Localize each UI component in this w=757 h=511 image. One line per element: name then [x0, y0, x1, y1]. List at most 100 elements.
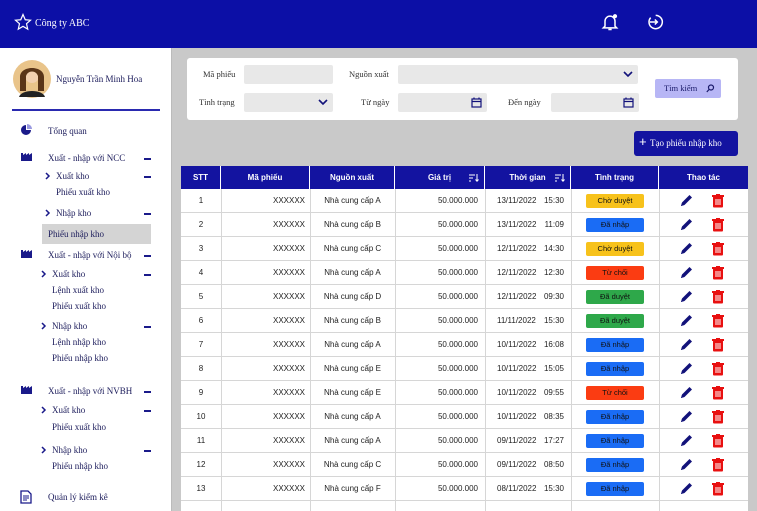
filter-label: Tình trạng [199, 97, 235, 107]
logout-icon[interactable] [644, 12, 664, 32]
user-name: Nguyễn Trần Minh Hoa [56, 74, 143, 84]
submenu-item[interactable]: Xuất kho [56, 171, 90, 181]
time-cell: 15:30 [543, 484, 564, 493]
collapse-toggle[interactable] [144, 450, 151, 452]
status-badge: Đã nhập [586, 218, 644, 232]
column-header: Mã phiếu [221, 166, 310, 189]
delete-icon[interactable] [712, 290, 724, 304]
status-badge: Đã nhập [586, 362, 644, 376]
submenu-item[interactable]: Nhập kho [52, 445, 88, 455]
code-cell: XXXXXX [272, 268, 305, 277]
sort-icon[interactable] [469, 174, 479, 182]
menu-icon [20, 490, 32, 504]
menu-link[interactable]: Lệnh xuất kho [52, 285, 104, 295]
code-cell: XXXXXX [272, 436, 305, 445]
delete-icon[interactable] [712, 482, 724, 496]
collapse-toggle[interactable] [144, 158, 151, 160]
date-cell: 08/11/2022 [497, 484, 537, 493]
menu-item[interactable]: Xuất - nhập với NVBH [48, 386, 133, 396]
column-header: Thời gian [485, 166, 571, 189]
edit-icon[interactable] [680, 314, 693, 327]
active-highlight [42, 224, 151, 244]
source-cell: Nhà cung cấp C [323, 460, 382, 469]
edit-icon[interactable] [680, 410, 693, 423]
collapse-toggle[interactable] [144, 326, 151, 328]
date-cell: 12/11/2022 [497, 244, 537, 253]
sort-icon[interactable] [555, 174, 565, 182]
divider [12, 109, 160, 111]
edit-icon[interactable] [680, 458, 693, 471]
search-button[interactable]: Tìm kiếm [655, 79, 721, 98]
to-date[interactable] [551, 93, 639, 112]
edit-icon[interactable] [680, 362, 693, 375]
submenu-item[interactable]: Nhập kho [52, 321, 88, 331]
status-label: Từ chối [602, 268, 628, 277]
date-cell: 12/11/2022 [497, 292, 537, 301]
edit-icon[interactable] [680, 218, 693, 231]
value-cell: 50.000.000 [437, 268, 478, 277]
status-label: Chờ duyệt [597, 196, 633, 205]
value-cell: 50.000.000 [437, 220, 478, 229]
edit-icon[interactable] [680, 386, 693, 399]
collapse-toggle[interactable] [144, 391, 151, 393]
menu-link[interactable]: Phiếu xuất kho [56, 187, 110, 197]
delete-icon[interactable] [712, 362, 724, 376]
submenu-item[interactable]: Xuất kho [52, 269, 86, 279]
time-cell: 08:35 [543, 412, 564, 421]
menu-link[interactable]: Phiếu xuất kho [52, 301, 106, 311]
edit-icon[interactable] [680, 434, 693, 447]
row-line [181, 332, 748, 333]
menu-item[interactable]: Tổng quan [48, 126, 87, 136]
edit-icon[interactable] [680, 242, 693, 255]
row-line [181, 380, 748, 381]
edit-icon[interactable] [680, 266, 693, 279]
delete-icon[interactable] [712, 266, 724, 280]
source-cell: Nhà cung cấp C [323, 244, 382, 253]
menu-link[interactable]: Phiếu xuất kho [52, 422, 106, 432]
delete-icon[interactable] [712, 458, 724, 472]
edit-icon[interactable] [680, 338, 693, 351]
status-select[interactable] [244, 93, 333, 112]
collapse-toggle[interactable] [144, 176, 151, 178]
filter-label: Đến ngày [508, 97, 541, 107]
time-cell: 11:09 [544, 220, 564, 229]
collapse-toggle[interactable] [144, 410, 151, 412]
code-input[interactable] [244, 65, 333, 84]
menu-link[interactable]: Phiếu nhập kho [52, 353, 108, 363]
submenu-item[interactable]: Xuất kho [52, 405, 86, 415]
delete-icon[interactable] [712, 218, 724, 232]
time-cell: 09:30 [543, 292, 564, 301]
value-cell: 50.000.000 [437, 484, 478, 493]
menu-icon [21, 153, 32, 161]
collapse-toggle[interactable] [144, 213, 151, 215]
delete-icon[interactable] [712, 314, 724, 328]
notification-icon[interactable] [600, 12, 620, 32]
delete-icon[interactable] [712, 338, 724, 352]
from-date[interactable] [398, 93, 487, 112]
delete-icon[interactable] [712, 434, 724, 448]
row-line [181, 500, 748, 501]
delete-icon[interactable] [712, 410, 724, 424]
plus-icon: + [639, 134, 647, 149]
edit-icon[interactable] [680, 482, 693, 495]
delete-icon[interactable] [712, 194, 724, 208]
delete-icon[interactable] [712, 386, 724, 400]
collapse-toggle[interactable] [144, 274, 151, 276]
value-cell: 50.000.000 [437, 412, 478, 421]
menu-item[interactable]: Quản lý kiểm kê [48, 492, 108, 502]
time-cell: 17:27 [543, 436, 564, 445]
menu-item[interactable]: Xuất - nhập với Nội bộ [48, 250, 132, 260]
source-select[interactable] [398, 65, 638, 84]
create-button[interactable]: + Tạo phiếu nhập kho [634, 131, 738, 156]
collapse-toggle[interactable] [144, 255, 151, 257]
edit-icon[interactable] [680, 290, 693, 303]
edit-icon[interactable] [680, 194, 693, 207]
menu-link[interactable]: Phiếu nhập kho [52, 461, 108, 471]
submenu-item[interactable]: Nhập kho [56, 208, 92, 218]
menu-link[interactable]: Phiếu nhập kho [48, 229, 104, 239]
time-cell: 15:30 [543, 316, 564, 325]
delete-icon[interactable] [712, 242, 724, 256]
menu-item[interactable]: Xuất - nhập với NCC [48, 153, 126, 163]
menu-link[interactable]: Lệnh nhập kho [52, 337, 106, 347]
row-line [181, 428, 748, 429]
